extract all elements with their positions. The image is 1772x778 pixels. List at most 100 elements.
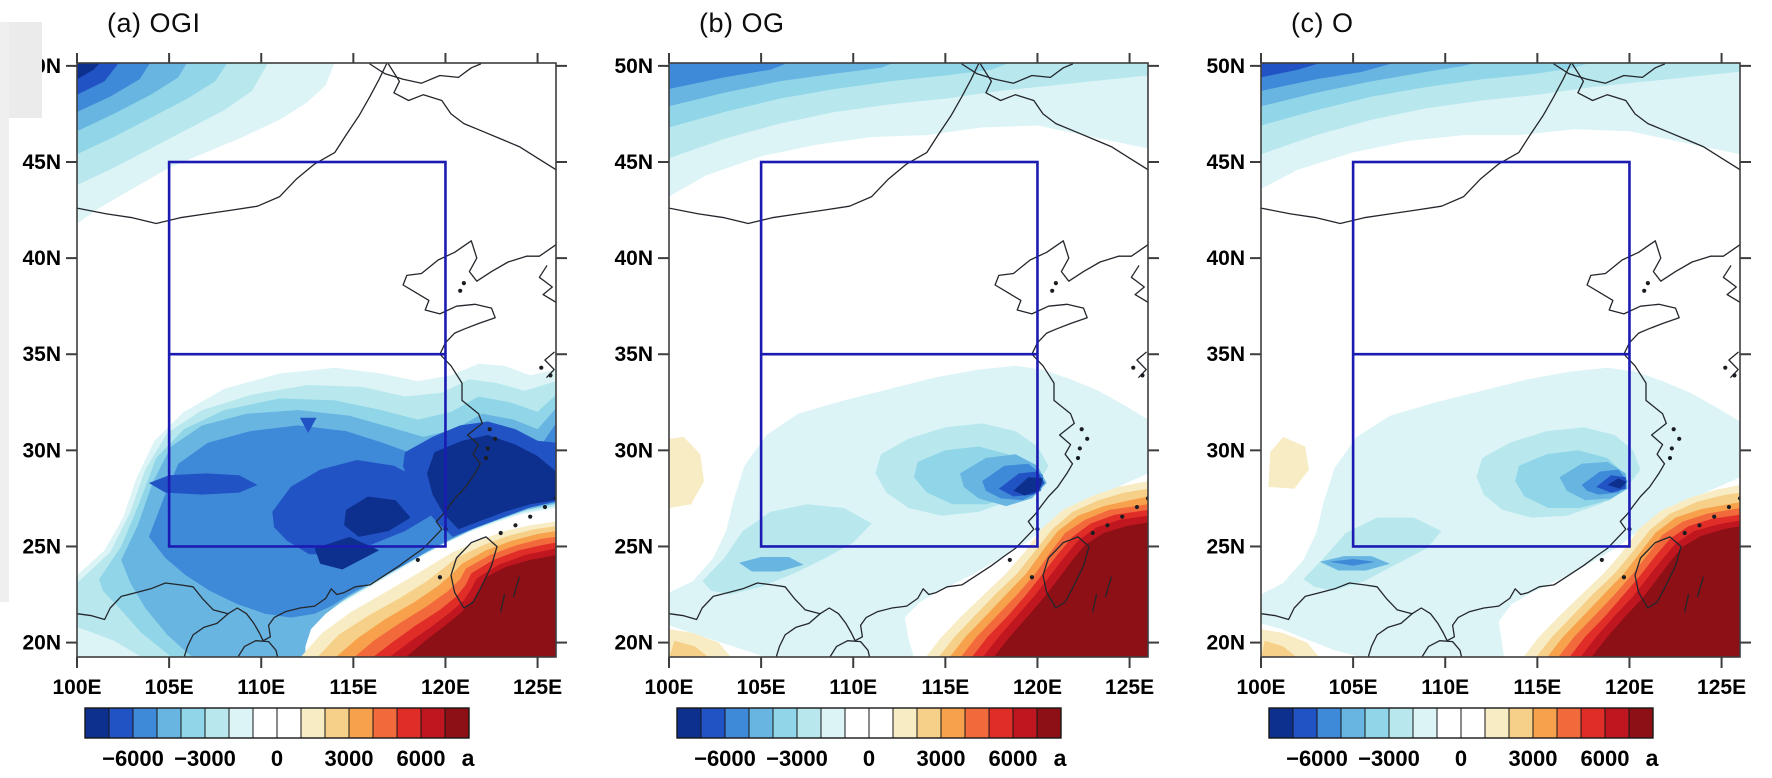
colorbar-cell bbox=[1412, 707, 1438, 739]
lat-tick-label: 25N bbox=[614, 535, 653, 558]
coast-china-east bbox=[1367, 240, 1712, 657]
colorbar-cell bbox=[1460, 707, 1486, 739]
colorbar-cell bbox=[1388, 707, 1414, 739]
contour-region-level-1 bbox=[77, 63, 100, 80]
colorbar-cell bbox=[844, 707, 870, 739]
island-dot bbox=[1642, 288, 1647, 293]
ryukyu-segment-1 bbox=[500, 593, 506, 613]
lon-tick-label: 115E bbox=[329, 676, 377, 699]
colorbar-cell bbox=[1036, 707, 1062, 739]
island-dot bbox=[528, 514, 533, 519]
colorbar-cell bbox=[1436, 707, 1462, 739]
colorbar-cell bbox=[444, 707, 470, 739]
panel-b-map bbox=[669, 63, 1148, 657]
colorbar-cell bbox=[132, 707, 158, 739]
island-dot bbox=[483, 455, 489, 461]
island-dot bbox=[1140, 373, 1145, 378]
lat-tick-label: 35N bbox=[1206, 343, 1245, 366]
island-dot bbox=[1053, 281, 1058, 286]
scan-artifact-strip bbox=[0, 22, 9, 602]
colorbar-cell bbox=[84, 707, 110, 739]
lat-tick-label: 30N bbox=[1206, 439, 1245, 462]
lat-tick-label: 20N bbox=[1206, 632, 1245, 655]
island-taiwan bbox=[450, 536, 498, 609]
colorbar-cell bbox=[772, 707, 798, 739]
lat-tick-label: 50N bbox=[1206, 55, 1245, 78]
contour-region-level-16 bbox=[993, 522, 1148, 657]
lat-tick-label: 40N bbox=[22, 247, 61, 270]
colorbar-cell bbox=[1012, 707, 1038, 739]
lon-tick-label: 115E bbox=[921, 676, 969, 699]
island-hainan bbox=[1421, 640, 1463, 657]
colorbar-tick-label: 0 bbox=[863, 746, 875, 771]
colorbar-cell bbox=[820, 707, 846, 739]
contour-region-level-16 bbox=[1591, 526, 1740, 657]
colorbar-cell bbox=[796, 707, 822, 739]
lon-tick-label: 100E bbox=[52, 676, 101, 699]
panel-title-b: (b) OG bbox=[699, 8, 785, 38]
coast-korea-west bbox=[1722, 265, 1740, 303]
island-dot bbox=[1075, 455, 1081, 461]
lat-tick-label: 35N bbox=[22, 343, 61, 366]
colorbar-cell bbox=[700, 707, 726, 739]
colorbar-cell bbox=[1340, 707, 1366, 739]
colorbar-cell bbox=[204, 707, 230, 739]
colorbar-cell bbox=[1316, 707, 1342, 739]
colorbar-cell bbox=[676, 707, 702, 739]
lon-tick-label: 105E bbox=[145, 676, 194, 699]
island-dot bbox=[1050, 288, 1055, 293]
island-dot bbox=[1645, 281, 1650, 286]
contour-region-level-7 bbox=[669, 365, 1148, 657]
island-dot bbox=[539, 365, 544, 370]
lat-tick-label: 45N bbox=[1206, 151, 1245, 174]
contour-region-level-2 bbox=[299, 417, 317, 433]
island-dot bbox=[1723, 365, 1728, 370]
border-amur-dip bbox=[961, 63, 1074, 84]
border-southwest bbox=[669, 582, 821, 621]
island-dot bbox=[1085, 436, 1090, 441]
colorbar-cell bbox=[252, 707, 278, 739]
colorbar-cell bbox=[156, 707, 182, 739]
border-amur-dip bbox=[369, 63, 482, 84]
lon-tick-label: 125E bbox=[1105, 676, 1154, 699]
contour-region-level-10 bbox=[669, 436, 704, 508]
island-dot bbox=[487, 427, 492, 432]
colorbar-cell bbox=[868, 707, 894, 739]
lon-tick-label: 100E bbox=[1236, 676, 1285, 699]
island-dot bbox=[1134, 504, 1140, 510]
coast-china-east bbox=[183, 240, 528, 657]
colorbar-cell bbox=[396, 707, 422, 739]
colorbar-tick-label: −6000 bbox=[102, 746, 164, 771]
colorbar-tick-label: 6000 bbox=[989, 746, 1038, 771]
colorbar-b: −6000 −3000 0 3000 6000 a bbox=[676, 707, 1067, 771]
island-dot bbox=[1671, 427, 1676, 432]
border-southwest bbox=[77, 582, 229, 621]
lon-tick-label: 120E bbox=[1605, 676, 1654, 699]
island-dot bbox=[493, 436, 498, 441]
contour-region-level-6 bbox=[702, 504, 872, 595]
lat-tick-label: 20N bbox=[614, 632, 653, 655]
island-dot bbox=[1079, 427, 1084, 432]
island-dot bbox=[437, 575, 443, 580]
colorbar-cell bbox=[892, 707, 918, 739]
contour-region-level-11 bbox=[1261, 640, 1297, 657]
contour-region-level-3 bbox=[1329, 559, 1376, 566]
island-dot bbox=[461, 281, 466, 286]
island-dot bbox=[498, 530, 503, 536]
colorbar-cell bbox=[1532, 707, 1558, 739]
colorbar-cell bbox=[916, 707, 942, 739]
island-dot bbox=[1131, 365, 1136, 370]
colorbar-unit-label: a bbox=[462, 745, 475, 771]
border-mongolia bbox=[669, 63, 980, 225]
island-dot bbox=[458, 288, 463, 293]
lat-tick-label: 30N bbox=[22, 439, 61, 462]
colorbar-cell bbox=[1268, 707, 1294, 739]
colorbar-tick-label: −6000 bbox=[1286, 746, 1348, 771]
colorbar-tick-label: 3000 bbox=[1509, 746, 1558, 771]
island-dot bbox=[542, 504, 548, 510]
contour-region-level-10 bbox=[1268, 436, 1309, 489]
colorbar-tick-label: −3000 bbox=[174, 746, 236, 771]
contour-region-level-1 bbox=[314, 536, 380, 570]
